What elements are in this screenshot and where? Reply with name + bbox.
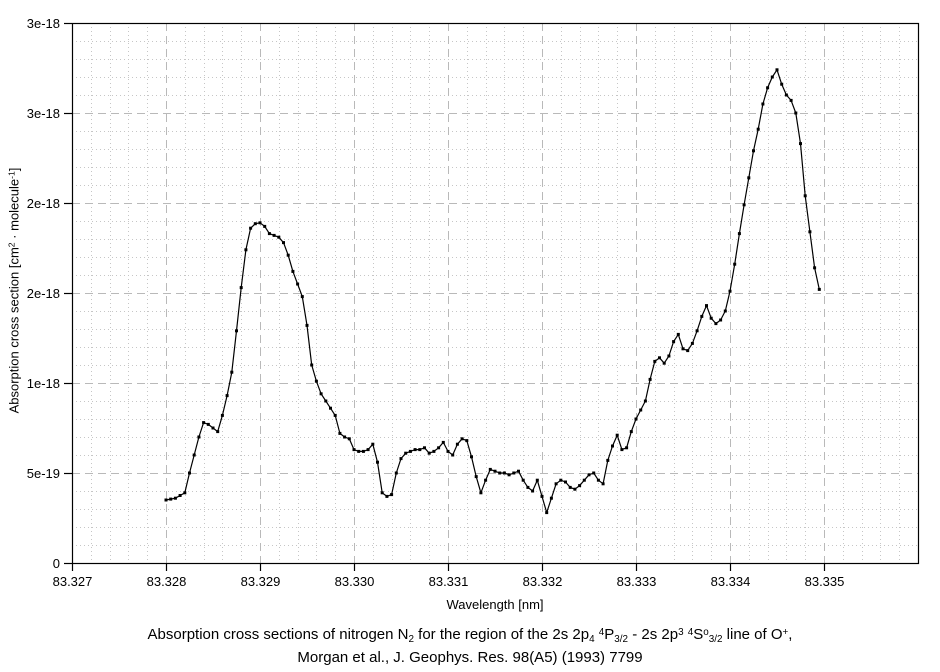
- text-sub-segment: 3/2: [708, 634, 723, 646]
- text-sub-segment: 3/2: [614, 634, 629, 646]
- text-sup-segment: 4: [687, 626, 694, 638]
- text-segment: S: [693, 626, 704, 643]
- text-segment: Absorption cross section [cm: [6, 247, 22, 414]
- axis-ticks: [64, 22, 826, 571]
- x-tick-label: 83.331: [429, 574, 469, 589]
- x-tick-label: 83.335: [805, 574, 845, 589]
- x-tick-label: 83.330: [335, 574, 375, 589]
- y-tick-label: 3e-18: [27, 106, 60, 121]
- caption-line-2: Morgan et al., J. Geophys. Res. 98(A5) (…: [297, 649, 643, 666]
- text-sup-segment: 2: [6, 242, 17, 248]
- y-tick-label: 0: [53, 556, 60, 571]
- text-sup-segment: 4: [598, 626, 605, 638]
- text-sub-segment: 4: [589, 634, 595, 646]
- text-sub-segment: 2: [408, 634, 414, 646]
- grid-major: [72, 23, 918, 563]
- text-sup-segment: 3: [678, 626, 684, 638]
- x-tick-label: 83.328: [147, 574, 187, 589]
- y-tick-labels: 0 5e-19 1e-18 2e-18 2e-18 3e-18 3e-18: [27, 16, 60, 571]
- y-tick-label: 2e-18: [27, 196, 60, 211]
- y-tick-label: 3e-18: [27, 16, 60, 31]
- text-sup-segment: -1: [6, 171, 17, 179]
- x-axis-title: Wavelength [nm]: [446, 597, 544, 612]
- data-curve: [165, 69, 820, 514]
- x-tick-labels: 83.327 83.328 83.329 83.330 83.331 83.332 83.3…: [53, 574, 845, 589]
- text-segment: Absorption cross sections of nitrogen N: [147, 626, 409, 643]
- text-segment: line of O: [722, 626, 783, 643]
- plot-border: [71, 22, 920, 565]
- text-segment: ,: [788, 626, 793, 643]
- text-segment: P: [604, 626, 615, 643]
- y-tick-label: 5e-19: [27, 466, 60, 481]
- caption-line-1: Absorption cross sections of nitrogen N2…: [0, 626, 940, 646]
- y-tick-label: 2e-18: [27, 286, 60, 301]
- text-segment: - 2s 2p: [628, 626, 679, 643]
- text-sup-segment: o: [703, 626, 709, 638]
- y-axis-title: Absorption cross section [cm2 · molecule…: [7, 91, 22, 491]
- x-tick-label: 83.329: [241, 574, 281, 589]
- x-tick-label: 83.334: [711, 574, 751, 589]
- data-point-markers: [164, 68, 821, 515]
- x-tick-label: 83.333: [617, 574, 657, 589]
- text-segment: · molecule: [6, 178, 22, 243]
- grid-minor: [72, 23, 918, 563]
- x-tick-label: 83.327: [53, 574, 93, 589]
- x-tick-label: 83.332: [523, 574, 563, 589]
- text-segment: for the region of the 2s 2p: [413, 626, 590, 643]
- text-sup-segment: +: [782, 626, 789, 638]
- y-tick-label: 1e-18: [27, 376, 60, 391]
